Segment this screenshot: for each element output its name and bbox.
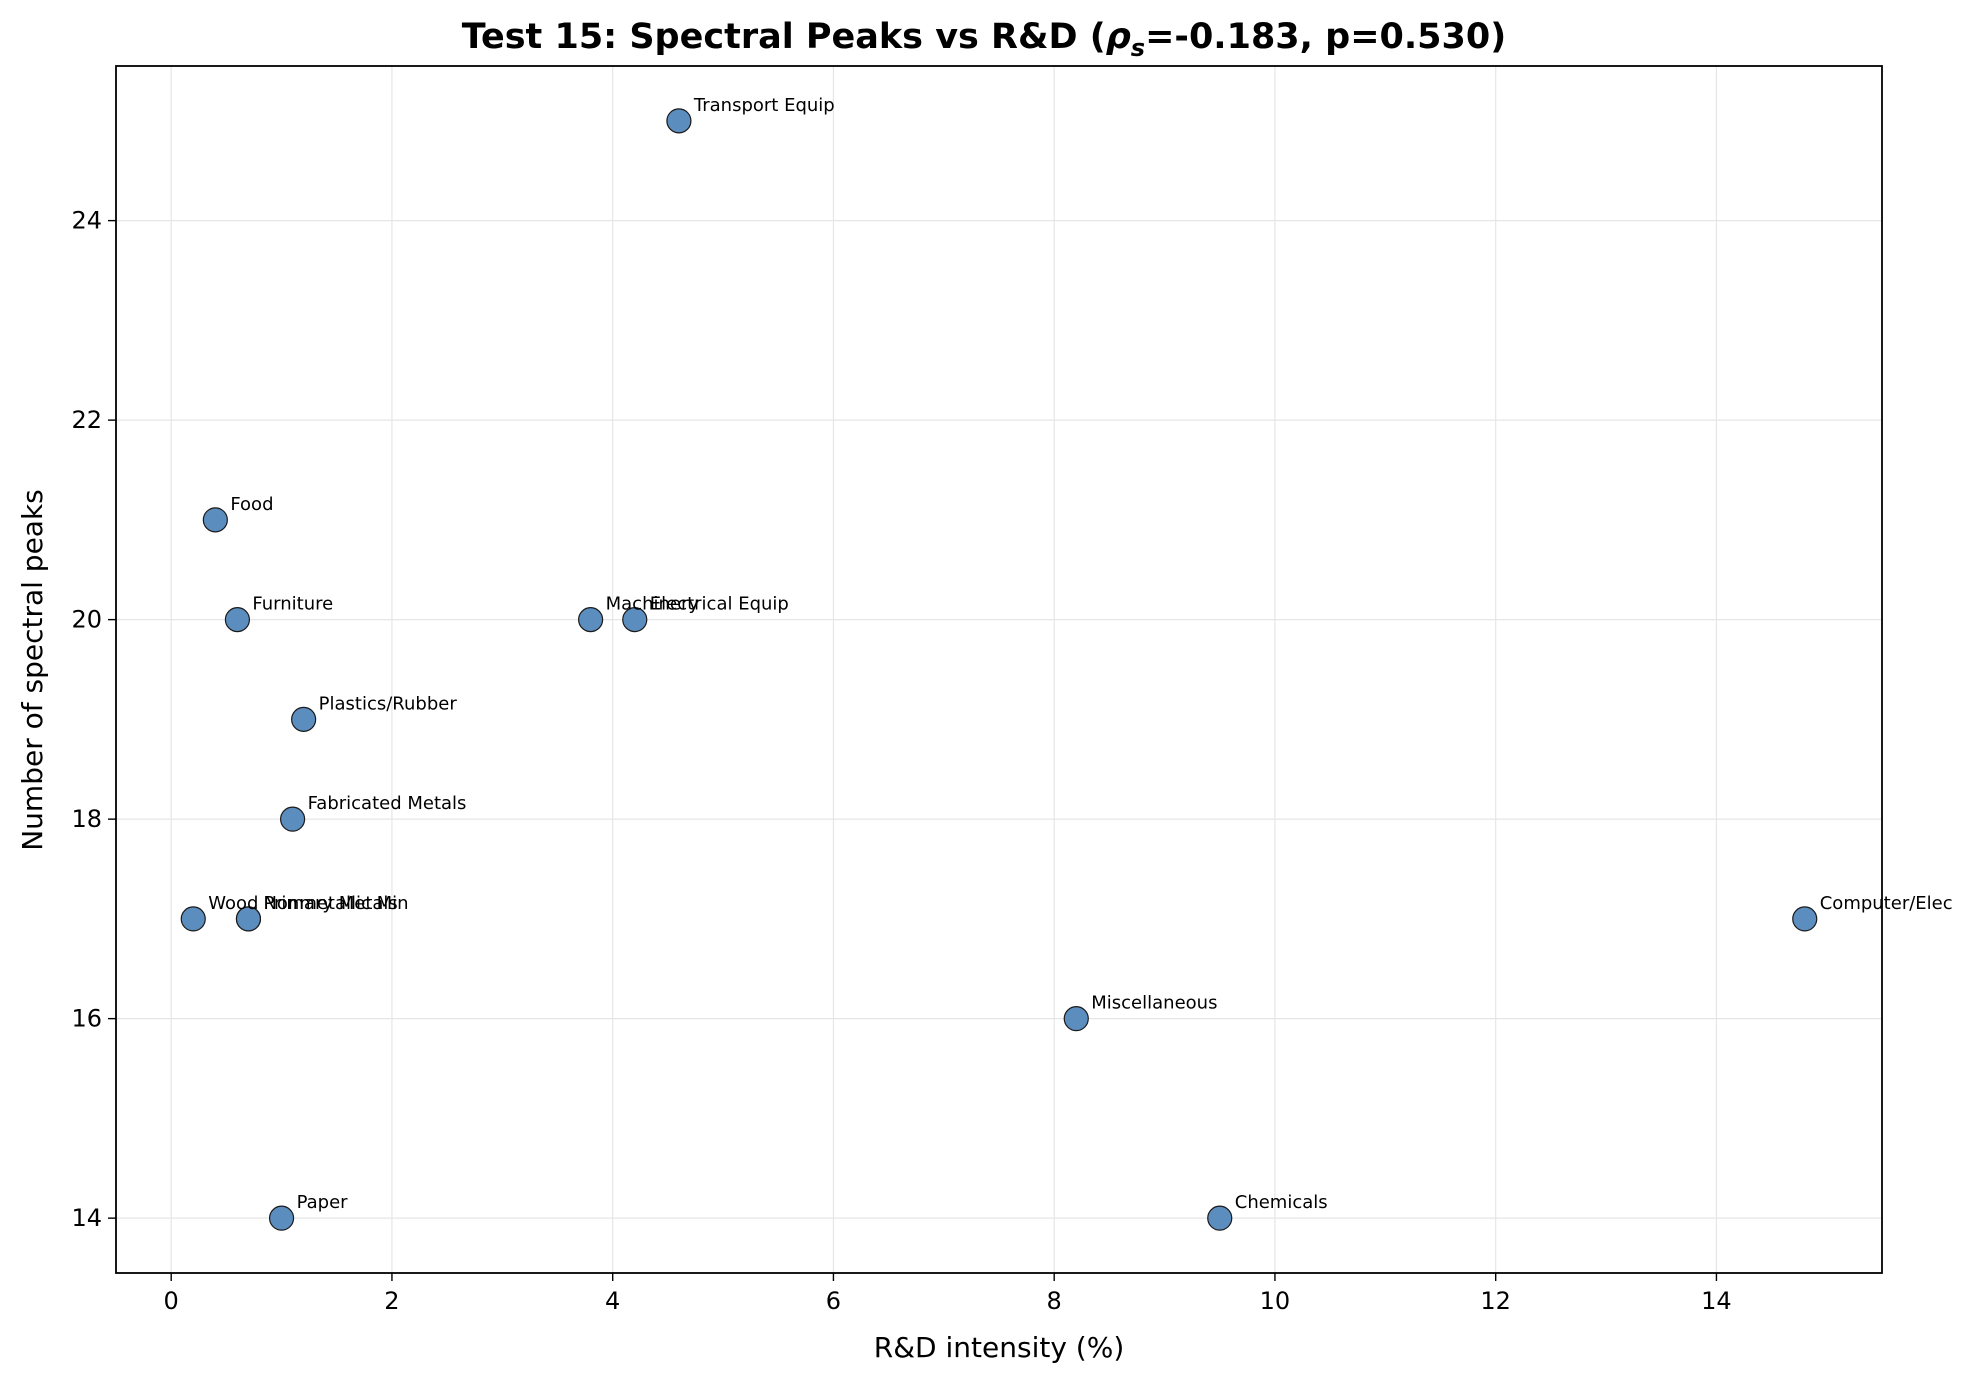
point-label: Chemicals <box>1235 1192 1328 1213</box>
point-label: Furniture <box>252 594 333 615</box>
point-label: Food <box>230 494 273 515</box>
plot-frame <box>115 65 1883 1274</box>
point-label: Primary Metals <box>263 893 397 914</box>
data-point <box>1063 1006 1089 1032</box>
x-tick-label: 12 <box>1480 1287 1511 1315</box>
data-point <box>622 607 648 633</box>
x-tick-label: 2 <box>384 1287 399 1315</box>
x-tick-label: 8 <box>1047 1287 1062 1315</box>
point-label: Miscellaneous <box>1091 993 1217 1014</box>
data-point <box>235 906 262 932</box>
x-tick-label: 4 <box>605 1287 620 1315</box>
data-point <box>202 507 228 533</box>
data-point <box>291 706 317 732</box>
data-point <box>180 906 206 932</box>
point-label: Wood <box>208 893 258 914</box>
y-tick-label: 22 <box>71 406 102 434</box>
x-tick-label: 14 <box>1701 1287 1732 1315</box>
x-tick-label: 6 <box>826 1287 841 1315</box>
data-point <box>1792 906 1818 932</box>
data-point <box>224 607 251 633</box>
y-tick-label: 18 <box>71 805 102 833</box>
data-point <box>666 108 692 134</box>
chart-title: Test 15: Spectral Peaks vs R&D (ρs=-0.18… <box>462 17 1506 62</box>
y-tick-label: 16 <box>71 1005 102 1033</box>
y-tick-label: 20 <box>71 606 102 634</box>
y-tick-label: 14 <box>71 1204 102 1232</box>
y-axis-label: Number of spectral peaks <box>16 489 49 851</box>
data-point <box>1207 1205 1233 1231</box>
point-label: Transport Equip <box>693 95 835 116</box>
point-label: Computer/Elec <box>1820 893 1953 914</box>
grid <box>116 66 1882 1273</box>
y-tick-label: 24 <box>71 207 102 235</box>
data-point <box>280 806 306 832</box>
x-tick-label: 0 <box>164 1287 179 1315</box>
x-tick-label: 10 <box>1260 1287 1291 1315</box>
x-axis-label: R&D intensity (%) <box>874 1331 1125 1364</box>
data-points <box>180 108 1818 1231</box>
data-point <box>578 607 604 633</box>
point-labels: Transport Equip Food Furniture MachineryEle… <box>208 95 1952 1213</box>
point-label: Fabricated Metals <box>308 793 467 814</box>
point-label: Plastics/Rubber <box>319 693 458 714</box>
point-label: Paper <box>297 1192 349 1213</box>
point-label: Electrical Equip <box>650 594 789 615</box>
point-label: Machinery <box>606 594 700 615</box>
point-label: Nonmetallic Min <box>263 893 408 914</box>
data-point <box>268 1205 295 1231</box>
